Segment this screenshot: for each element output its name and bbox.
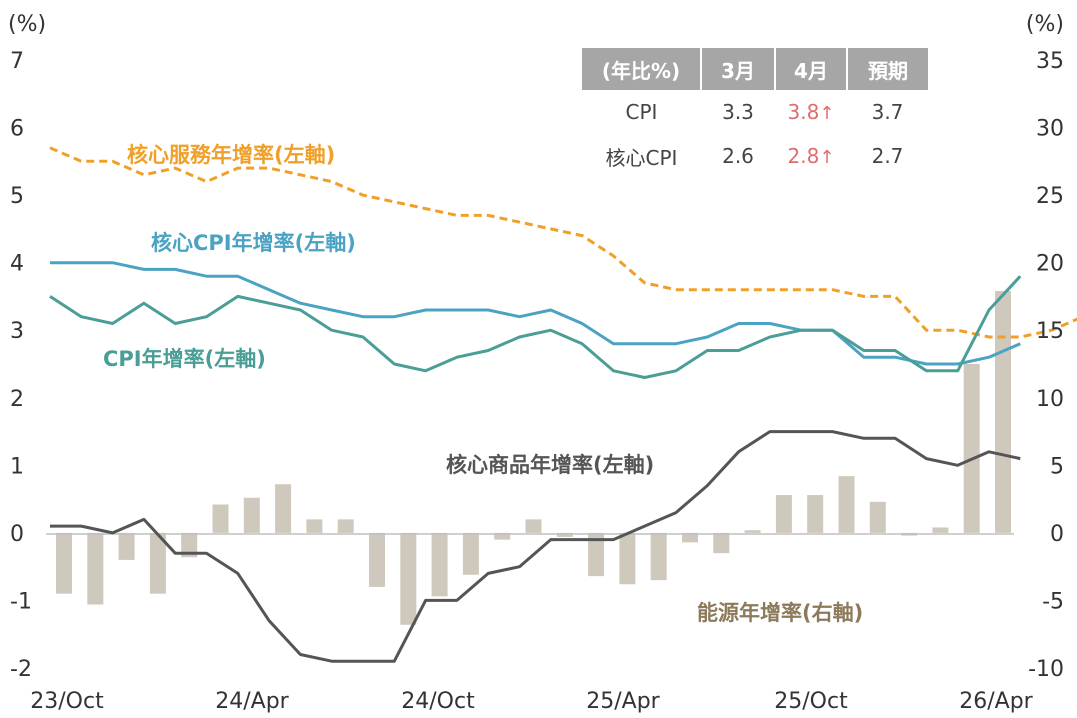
series-line-2 xyxy=(49,275,1022,379)
left-axis-ticks: -2 -1 0 1 2 3 4 5 6 7 xyxy=(10,49,32,682)
left-tick-label: 1 xyxy=(10,454,24,479)
energy-bar xyxy=(400,532,417,625)
energy-bar xyxy=(807,495,824,533)
table-header-unit: (年比%) xyxy=(582,48,702,90)
energy-bar xyxy=(306,519,323,533)
cpi-april-value: 3.8 xyxy=(787,100,820,124)
energy-bar xyxy=(775,495,792,533)
up-arrow-icon: ↑ xyxy=(819,147,835,168)
left-axis-unit: (%) xyxy=(8,12,46,37)
right-tick-label: 10 xyxy=(1036,387,1064,412)
energy-bar xyxy=(525,519,542,533)
series-line-3 xyxy=(50,430,1021,663)
row-label-core-cpi: 核心CPI xyxy=(605,145,678,170)
energy-bar xyxy=(588,532,605,577)
cpi-march-value: 3.3 xyxy=(722,100,754,124)
energy-bar xyxy=(682,532,698,543)
energy-bar xyxy=(869,501,886,533)
energy-bar xyxy=(212,504,229,533)
annotation-cpi: CPI年增率(左軸) xyxy=(103,347,266,371)
left-tick-label: 0 xyxy=(10,522,24,547)
x-tick-label: 25/Apr xyxy=(586,689,660,714)
right-axis-unit: (%) xyxy=(1026,12,1064,37)
energy-bar xyxy=(619,532,636,585)
energy-bar xyxy=(462,532,479,575)
right-tick-label: 30 xyxy=(1036,117,1064,142)
energy-bar xyxy=(932,527,949,533)
x-tick-label: 25/Oct xyxy=(774,689,848,714)
energy-bar xyxy=(744,530,761,533)
right-tick-label: 15 xyxy=(1036,319,1064,344)
left-tick-label: 7 xyxy=(10,49,24,74)
x-tick-label: 26/Apr xyxy=(959,689,1033,714)
energy-bar xyxy=(149,532,166,594)
right-tick-label: 20 xyxy=(1036,252,1064,277)
energy-bar xyxy=(369,532,385,587)
energy-bar xyxy=(838,476,855,533)
annotation-energy: 能源年增率(右軸) xyxy=(697,601,863,625)
energy-bar xyxy=(494,532,511,540)
energy-bar xyxy=(118,532,135,560)
right-axis-ticks: -10 -5 0 5 10 15 20 25 30 35 xyxy=(1028,49,1064,682)
energy-bar xyxy=(56,532,72,594)
left-tick-label: 5 xyxy=(10,184,24,209)
left-tick-label: 3 xyxy=(10,319,24,344)
core-cpi-expected-value: 2.7 xyxy=(871,144,904,168)
energy-bar xyxy=(181,532,198,558)
cpi-summary-table: (年比%) 3月 4月 預期 CPI 3.3 3.8↑ 3.7 核心CPI 2.… xyxy=(582,48,928,178)
table-row: 核心CPI 2.6 2.8↑ 2.7 xyxy=(582,134,928,178)
right-tick-label: 5 xyxy=(1050,454,1064,479)
table-header-row: (年比%) 3月 4月 預期 xyxy=(582,48,928,90)
table-header-expected: 預期 xyxy=(847,48,928,90)
annotation-core-goods: 核心商品年增率(左軸) xyxy=(446,453,654,477)
annotation-core-cpi: 核心CPI年增率(左軸) xyxy=(151,231,356,255)
table-header-march: 3月 xyxy=(701,48,776,90)
energy-bar xyxy=(275,484,292,533)
annotation-core-services: 核心服務年增率(左軸) xyxy=(127,143,335,167)
core-cpi-march-value: 2.6 xyxy=(722,144,754,168)
table-header-april: 4月 xyxy=(775,48,848,90)
left-tick-label: -1 xyxy=(10,589,32,614)
series-line-0 xyxy=(49,146,1077,339)
series-lines xyxy=(49,146,1077,663)
energy-bar xyxy=(650,532,667,581)
core-cpi-april-value: 2.8 xyxy=(787,144,820,168)
energy-bar xyxy=(713,532,730,554)
core-cpi-april-cell: 2.8↑ xyxy=(775,134,847,178)
right-tick-label: -5 xyxy=(1042,589,1064,614)
energy-bars xyxy=(56,291,1011,625)
energy-bar xyxy=(556,532,573,537)
right-tick-label: 0 xyxy=(1050,522,1064,547)
left-tick-label: 2 xyxy=(10,387,24,412)
series-line-1 xyxy=(50,261,1021,366)
left-tick-label: -2 xyxy=(10,657,32,682)
energy-bar xyxy=(963,364,980,533)
row-label-cpi: CPI xyxy=(625,100,658,124)
energy-bar xyxy=(337,519,354,533)
energy-bar xyxy=(995,291,1011,533)
right-tick-label: -10 xyxy=(1028,657,1064,682)
left-tick-label: 6 xyxy=(10,117,24,142)
energy-bar xyxy=(87,532,104,605)
x-tick-label: 24/Apr xyxy=(215,689,289,714)
right-tick-label: 35 xyxy=(1036,49,1064,74)
x-tick-label: 23/Oct xyxy=(30,689,104,714)
up-arrow-icon: ↑ xyxy=(819,103,835,124)
cpi-expected-value: 3.7 xyxy=(871,100,904,124)
x-axis-ticks: 23/Oct 24/Apr 24/Oct 25/Apr 25/Oct 26/Apr xyxy=(30,689,1033,714)
cpi-april-cell: 3.8↑ xyxy=(775,90,847,134)
table-row: CPI 3.3 3.8↑ 3.7 xyxy=(582,90,928,134)
x-tick-label: 24/Oct xyxy=(401,689,475,714)
energy-bar xyxy=(243,497,260,533)
energy-bar xyxy=(431,532,448,597)
left-tick-label: 4 xyxy=(10,252,24,277)
right-tick-label: 25 xyxy=(1036,184,1064,209)
